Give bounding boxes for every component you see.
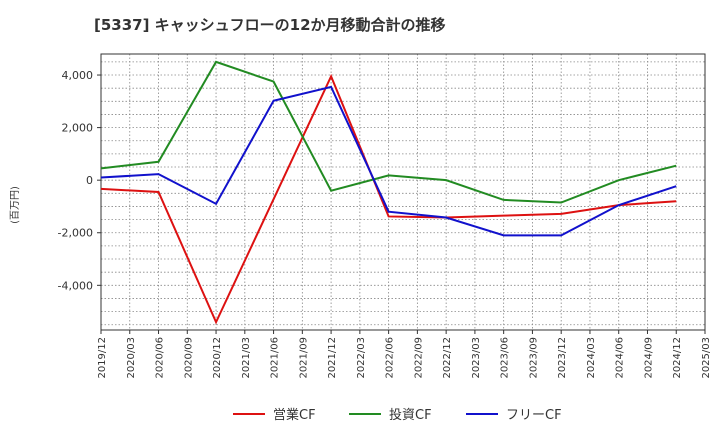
x-tick-label: 2023/12 [557, 337, 568, 379]
x-tick-label: 2021/09 [298, 337, 309, 379]
x-tick-label: 2019/12 [97, 337, 108, 379]
x-tick-label: 2020/12 [212, 337, 223, 379]
x-tick-label: 2022/03 [356, 337, 367, 379]
x-tick-label: 2024/12 [672, 337, 683, 379]
legend: 営業CF 投資CF フリーCF [233, 407, 562, 423]
x-tick-label: 2021/06 [270, 337, 281, 379]
y-tick-label: 4,000 [62, 69, 94, 82]
y-tick-label: -2,000 [58, 227, 93, 240]
x-tick-label: 2024/09 [643, 337, 654, 379]
chart-title: [5337] キャッシュフローの12か月移動合計の推移 [94, 16, 446, 34]
plot-area [101, 54, 705, 330]
x-tick-label: 2020/03 [126, 337, 137, 379]
x-tick-label: 2023/03 [471, 337, 482, 379]
x-tick-label: 2023/09 [528, 337, 539, 379]
y-axis: -4,000 -2,000 0 2,000 4,000 [58, 69, 101, 292]
series-layer [100, 60, 677, 325]
x-tick-label: 2021/12 [327, 337, 338, 379]
plot-frame [100, 53, 706, 331]
x-tick-label: 2022/06 [385, 337, 396, 379]
x-tick-label: 2024/03 [586, 337, 597, 379]
x-tick-label: 2021/03 [241, 337, 252, 379]
y-tick-label: 0 [86, 174, 93, 187]
y-tick-label: -4,000 [58, 279, 93, 292]
x-tick-label: 2025/03 [701, 337, 712, 379]
y-axis-label: (百万円) [9, 186, 21, 224]
legend-label: 投資CF [389, 407, 432, 423]
series-line [100, 60, 677, 204]
x-tick-label: 2020/09 [183, 337, 194, 379]
legend-label: フリーCF [506, 408, 562, 423]
grid [100, 54, 706, 330]
x-tick-label: 2022/09 [413, 337, 424, 379]
series-line [100, 85, 677, 237]
y-tick-label: 2,000 [62, 122, 94, 135]
x-tick-label: 2022/12 [442, 337, 453, 379]
legend-label: 営業CF [273, 407, 316, 423]
x-axis: 2019/12 2020/03 2020/06 2020/09 2020/12 2021/… [97, 330, 712, 379]
x-tick-label: 2023/06 [500, 337, 511, 379]
x-tick-label: 2024/06 [615, 337, 626, 379]
series-line [100, 73, 677, 325]
x-tick-label: 2020/06 [155, 337, 166, 379]
